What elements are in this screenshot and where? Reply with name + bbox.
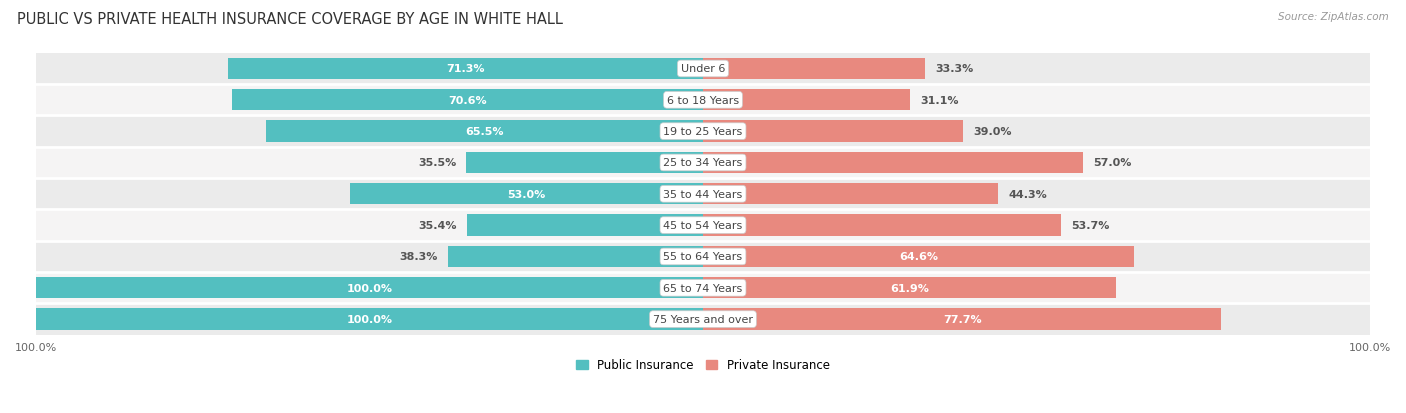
Text: 53.0%: 53.0% xyxy=(508,189,546,199)
Text: 57.0%: 57.0% xyxy=(1092,158,1132,168)
Text: 100.0%: 100.0% xyxy=(346,314,392,324)
Bar xyxy=(703,152,1083,174)
Bar xyxy=(703,309,1222,330)
Text: 53.7%: 53.7% xyxy=(1071,221,1109,230)
Bar xyxy=(232,90,703,111)
Text: 70.6%: 70.6% xyxy=(449,95,486,106)
Text: 38.3%: 38.3% xyxy=(399,252,437,262)
Bar xyxy=(37,147,1369,179)
Text: 39.0%: 39.0% xyxy=(973,127,1011,137)
Text: 64.6%: 64.6% xyxy=(898,252,938,262)
Bar xyxy=(703,278,1116,299)
Bar xyxy=(447,246,703,268)
Text: 25 to 34 Years: 25 to 34 Years xyxy=(664,158,742,168)
Text: 100.0%: 100.0% xyxy=(346,283,392,293)
Text: 35.4%: 35.4% xyxy=(419,221,457,230)
Bar xyxy=(703,59,925,80)
Bar xyxy=(37,85,1369,116)
Text: 75 Years and over: 75 Years and over xyxy=(652,314,754,324)
Text: 55 to 64 Years: 55 to 64 Years xyxy=(664,252,742,262)
Text: 31.1%: 31.1% xyxy=(921,95,959,106)
Bar xyxy=(703,121,963,142)
Text: 33.3%: 33.3% xyxy=(935,64,973,74)
Text: 65 to 74 Years: 65 to 74 Years xyxy=(664,283,742,293)
Bar xyxy=(703,246,1133,268)
Text: 19 to 25 Years: 19 to 25 Years xyxy=(664,127,742,137)
Text: 65.5%: 65.5% xyxy=(465,127,503,137)
Text: 35.5%: 35.5% xyxy=(418,158,457,168)
Bar xyxy=(37,210,1369,241)
Text: 44.3%: 44.3% xyxy=(1008,189,1047,199)
Text: 61.9%: 61.9% xyxy=(890,283,929,293)
Bar xyxy=(37,179,1369,210)
Text: PUBLIC VS PRIVATE HEALTH INSURANCE COVERAGE BY AGE IN WHITE HALL: PUBLIC VS PRIVATE HEALTH INSURANCE COVER… xyxy=(17,12,562,27)
Bar xyxy=(37,241,1369,273)
Text: 6 to 18 Years: 6 to 18 Years xyxy=(666,95,740,106)
Text: 35 to 44 Years: 35 to 44 Years xyxy=(664,189,742,199)
Bar xyxy=(467,215,703,236)
Bar xyxy=(37,273,1369,304)
Legend: Public Insurance, Private Insurance: Public Insurance, Private Insurance xyxy=(571,354,835,376)
Text: Source: ZipAtlas.com: Source: ZipAtlas.com xyxy=(1278,12,1389,22)
Bar xyxy=(37,304,1369,335)
Bar xyxy=(350,184,703,205)
Text: 71.3%: 71.3% xyxy=(446,64,485,74)
Bar xyxy=(467,152,703,174)
Bar xyxy=(37,116,1369,147)
Bar xyxy=(37,309,703,330)
Text: 45 to 54 Years: 45 to 54 Years xyxy=(664,221,742,230)
Text: Under 6: Under 6 xyxy=(681,64,725,74)
Bar xyxy=(703,90,911,111)
Bar xyxy=(703,184,998,205)
Bar xyxy=(228,59,703,80)
Bar xyxy=(37,278,703,299)
Bar xyxy=(37,54,1369,85)
Bar xyxy=(266,121,703,142)
Bar xyxy=(703,215,1062,236)
Text: 77.7%: 77.7% xyxy=(943,314,981,324)
